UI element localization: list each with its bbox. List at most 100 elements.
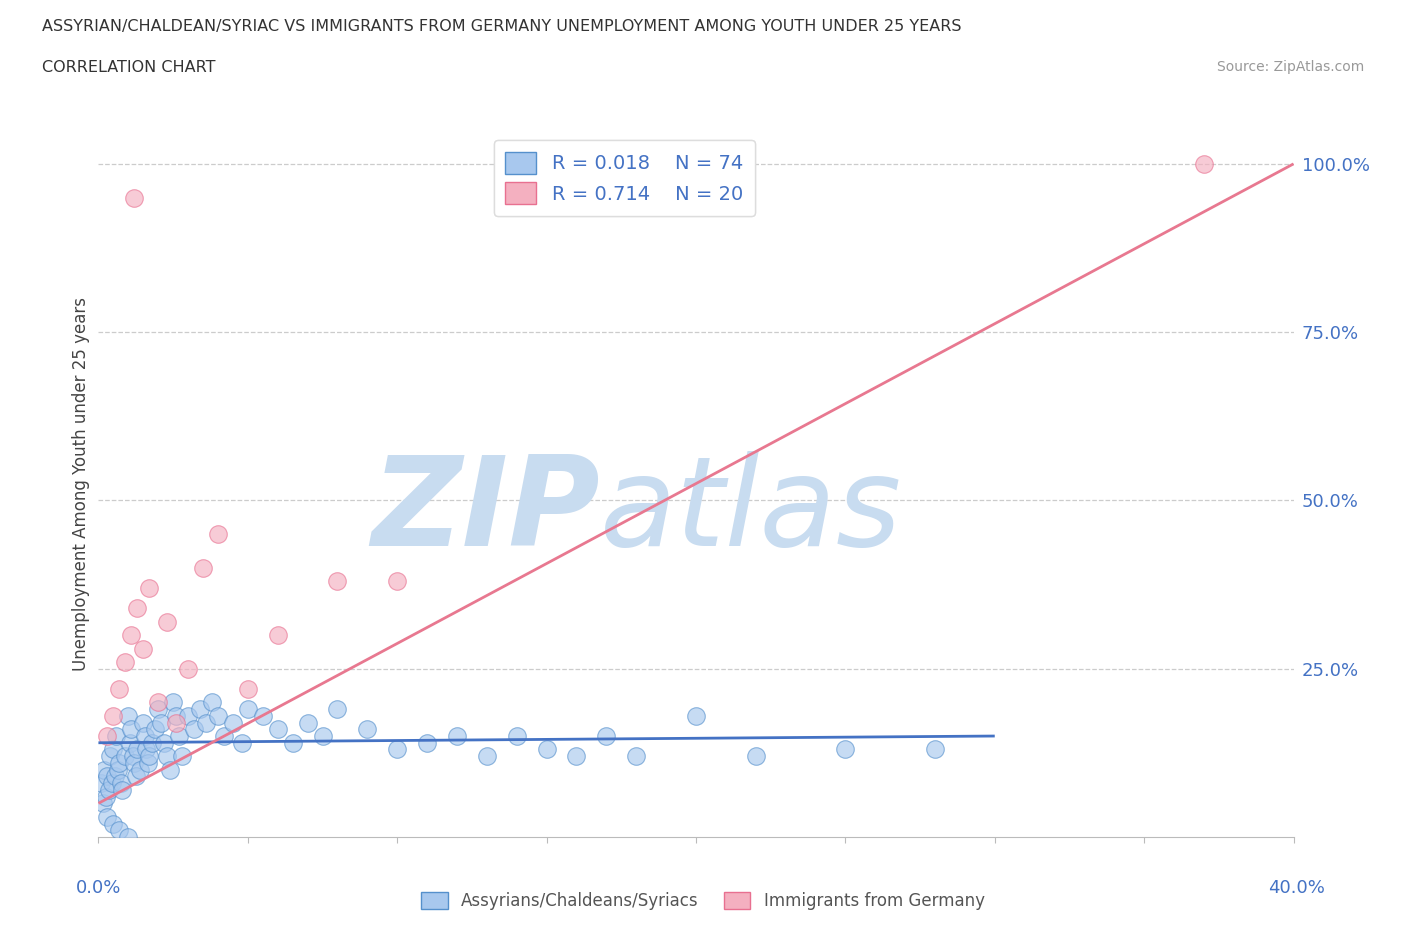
Point: [125, 769, 148, 784]
Point: [127, 601, 149, 616]
Text: ASSYRIAN/CHALDEAN/SYRIAC VS IMMIGRANTS FROM GERMANY UNEMPLOYMENT AMONG YOUTH UND: ASSYRIAN/CHALDEAN/SYRIAC VS IMMIGRANTS F…: [42, 19, 962, 33]
Point: [104, 769, 127, 784]
Point: [153, 736, 176, 751]
Point: [297, 715, 319, 730]
Point: [124, 190, 146, 205]
Point: [326, 701, 349, 716]
Point: [103, 709, 125, 724]
Point: [114, 749, 136, 764]
Point: [138, 749, 160, 764]
Point: [103, 817, 125, 831]
Point: [93, 763, 115, 777]
Point: [96, 728, 118, 743]
Point: [924, 742, 946, 757]
Point: [91, 796, 114, 811]
Text: CORRELATION CHART: CORRELATION CHART: [42, 60, 215, 75]
Point: [114, 655, 136, 670]
Point: [222, 715, 245, 730]
Point: [127, 742, 149, 757]
Point: [267, 722, 290, 737]
Point: [156, 614, 179, 629]
Legend: Assyrians/Chaldeans/Syriacs, Immigrants from Germany: Assyrians/Chaldeans/Syriacs, Immigrants …: [415, 885, 991, 917]
Point: [107, 763, 129, 777]
Point: [111, 782, 134, 797]
Point: [108, 755, 131, 770]
Point: [834, 742, 856, 757]
Point: [148, 701, 170, 716]
Point: [94, 790, 117, 804]
Point: [132, 715, 155, 730]
Point: [150, 715, 173, 730]
Text: 40.0%: 40.0%: [1268, 879, 1324, 897]
Point: [165, 715, 187, 730]
Point: [207, 526, 229, 541]
Point: [506, 728, 529, 743]
Point: [385, 574, 409, 589]
Point: [326, 574, 349, 589]
Point: [120, 722, 142, 737]
Point: [117, 830, 139, 844]
Point: [124, 755, 146, 770]
Point: [446, 728, 468, 743]
Text: atlas: atlas: [600, 451, 903, 572]
Point: [162, 695, 184, 710]
Point: [536, 742, 558, 757]
Point: [97, 782, 120, 797]
Point: [356, 722, 378, 737]
Point: [201, 695, 224, 710]
Point: [177, 709, 200, 724]
Point: [132, 641, 155, 656]
Point: [117, 709, 139, 724]
Point: [385, 742, 409, 757]
Point: [212, 728, 235, 743]
Point: [96, 809, 118, 824]
Point: [101, 776, 124, 790]
Point: [311, 728, 333, 743]
Point: [236, 701, 259, 716]
Point: [475, 749, 498, 764]
Point: [183, 722, 205, 737]
Point: [108, 823, 131, 838]
Point: [167, 728, 190, 743]
Point: [595, 728, 617, 743]
Point: [252, 709, 274, 724]
Text: 0.0%: 0.0%: [76, 879, 121, 897]
Point: [118, 736, 141, 751]
Point: [188, 701, 211, 716]
Point: [231, 736, 253, 751]
Point: [177, 661, 200, 676]
Point: [172, 749, 194, 764]
Point: [207, 709, 229, 724]
Point: [103, 742, 125, 757]
Point: [416, 736, 439, 751]
Point: [626, 749, 648, 764]
Point: [745, 749, 768, 764]
Legend: R = 0.018    N = 74, R = 0.714    N = 20: R = 0.018 N = 74, R = 0.714 N = 20: [494, 140, 755, 216]
Point: [120, 628, 142, 643]
Point: [96, 769, 118, 784]
Point: [267, 628, 290, 643]
Point: [236, 682, 259, 697]
Point: [138, 580, 160, 595]
Point: [108, 682, 131, 697]
Point: [110, 776, 132, 790]
Point: [105, 728, 128, 743]
Point: [136, 755, 159, 770]
Y-axis label: Unemployment Among Youth under 25 years: Unemployment Among Youth under 25 years: [72, 297, 90, 671]
Point: [1192, 156, 1215, 171]
Point: [100, 749, 122, 764]
Point: [195, 715, 218, 730]
Point: [135, 742, 157, 757]
Point: [159, 763, 181, 777]
Text: Source: ZipAtlas.com: Source: ZipAtlas.com: [1216, 60, 1364, 74]
Point: [165, 709, 187, 724]
Point: [90, 776, 112, 790]
Point: [134, 728, 156, 743]
Point: [281, 736, 304, 751]
Point: [191, 560, 214, 575]
Point: [565, 749, 588, 764]
Point: [141, 736, 163, 751]
Point: [156, 749, 179, 764]
Point: [685, 709, 707, 724]
Point: [121, 749, 143, 764]
